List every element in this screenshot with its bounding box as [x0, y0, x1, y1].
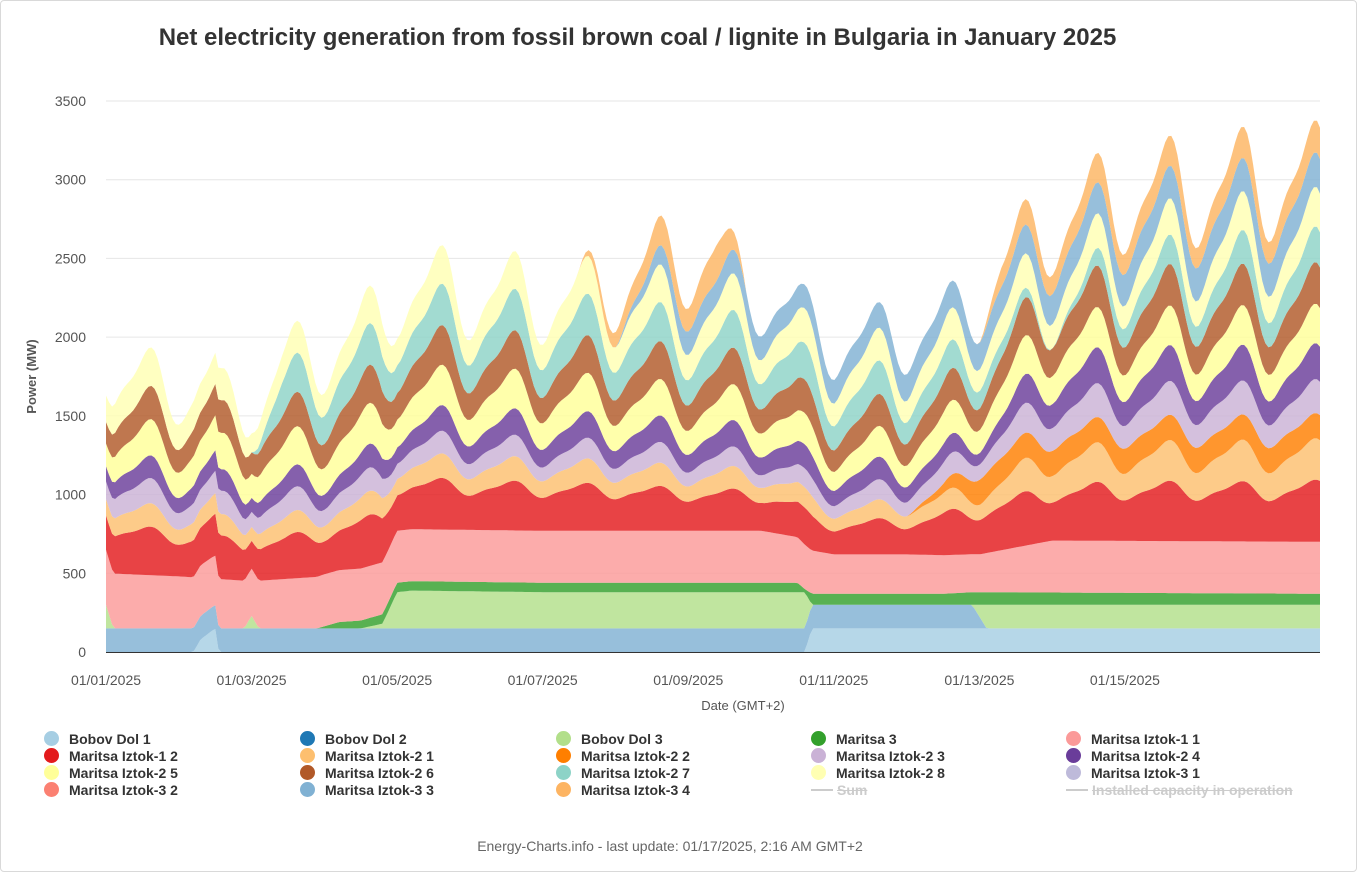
y-tick-label: 500 [63, 565, 87, 581]
legend-label: Maritsa Iztok-2 6 [325, 764, 434, 781]
footer-credit: Energy-Charts.info - last update: 01/17/… [477, 838, 863, 854]
legend-label: Maritsa Iztok-3 4 [581, 781, 690, 798]
legend-marker-dot [556, 731, 571, 746]
legend-label: Maritsa Iztok-3 2 [69, 781, 178, 798]
legend-label: Installed capacity in operation [1092, 781, 1293, 798]
legend-marker-dot [300, 731, 315, 746]
legend-label: Maritsa Iztok-2 7 [581, 764, 690, 781]
legend-item-maritsa-iztok-3-4[interactable]: Maritsa Iztok-3 4 [556, 781, 690, 798]
y-tick-label: 1000 [55, 487, 86, 503]
legend-marker-line [1066, 788, 1088, 791]
area-series-maritsa-iztok-2-2[interactable] [106, 413, 1320, 535]
legend-marker-dot [1066, 731, 1081, 746]
legend-label: Sum [837, 781, 868, 798]
x-tick-label: 01/11/2025 [799, 672, 868, 688]
area-series-maritsa-iztok-2-8[interactable] [106, 187, 1320, 458]
legend-item-maritsa-iztok-1-1[interactable]: Maritsa Iztok-1 1 [1066, 730, 1200, 747]
legend-item-bobov-dol-2[interactable]: Bobov Dol 2 [300, 730, 407, 747]
legend-marker-dot [300, 765, 315, 780]
y-tick-label: 2000 [55, 329, 86, 345]
area-series-maritsa-iztok-2-1[interactable] [106, 438, 1320, 550]
legend-item-maritsa-iztok-3-1[interactable]: Maritsa Iztok-3 1 [1066, 764, 1200, 781]
legend-item-maritsa-iztok-3-2[interactable]: Maritsa Iztok-3 2 [44, 781, 178, 798]
legend-marker-dot [1066, 748, 1081, 763]
legend-item-maritsa-iztok-2-1[interactable]: Maritsa Iztok-2 1 [300, 747, 434, 764]
legend-marker-dot [300, 748, 315, 763]
area-series-bobov-dol-3[interactable] [106, 590, 1320, 629]
legend-item-bobov-dol-1[interactable]: Bobov Dol 1 [44, 730, 151, 747]
legend-item-maritsa-iztok-2-8[interactable]: Maritsa Iztok-2 8 [811, 764, 945, 781]
legend-item-maritsa-iztok-2-4[interactable]: Maritsa Iztok-2 4 [1066, 747, 1200, 764]
y-axis-ticks: 0 500 1000 1500 2000 2500 3000 3500 [55, 93, 86, 660]
x-tick-label: 01/01/2025 [71, 672, 141, 688]
legend-label: Maritsa Iztok-3 3 [325, 781, 434, 798]
legend-marker-dot [44, 731, 59, 746]
legend-item-sum[interactable]: Sum [811, 781, 867, 798]
y-tick-label: 2500 [55, 250, 86, 266]
legend-item-maritsa-iztok-3-3[interactable]: Maritsa Iztok-3 3 [300, 781, 434, 798]
legend-item-maritsa-3[interactable]: Maritsa 3 [811, 730, 897, 747]
area-series-maritsa-iztok-3-4[interactable] [106, 120, 1320, 438]
x-axis-title: Date (GMT+2) [701, 698, 784, 713]
stacked-areas [106, 120, 1320, 652]
x-tick-label: 01/13/2025 [944, 672, 1014, 688]
area-series-maritsa-iztok-3-3[interactable] [106, 152, 1320, 438]
legend-item-maritsa-iztok-2-7[interactable]: Maritsa Iztok-2 7 [556, 764, 690, 781]
legend-label: Maritsa Iztok-2 1 [325, 747, 434, 764]
legend-label: Bobov Dol 1 [69, 730, 151, 747]
legend-marker-dot [556, 782, 571, 797]
y-tick-label: 1500 [55, 408, 86, 424]
area-series-maritsa-iztok-1-1[interactable] [106, 529, 1320, 629]
x-tick-label: 01/07/2025 [508, 672, 578, 688]
legend-marker-dot [811, 765, 826, 780]
legend-marker-dot [556, 765, 571, 780]
area-series-maritsa-iztok-2-3[interactable] [106, 379, 1320, 535]
legend-item-maritsa-iztok-2-2[interactable]: Maritsa Iztok-2 2 [556, 747, 690, 764]
legend-label: Maritsa Iztok-2 5 [69, 764, 178, 781]
legend-marker-dot [1066, 765, 1081, 780]
legend-label: Maritsa Iztok-3 1 [1091, 764, 1200, 781]
legend-marker-line [811, 788, 833, 791]
area-series-maritsa-iztok-1-2[interactable] [106, 478, 1320, 581]
legend-label: Maritsa 3 [836, 730, 897, 747]
y-tick-label: 3000 [55, 172, 86, 188]
legend-label: Bobov Dol 3 [581, 730, 663, 747]
chart-title: Net electricity generation from fossil b… [158, 24, 1117, 51]
area-series-maritsa-iztok-2-5[interactable] [106, 304, 1320, 505]
legend-marker-dot [811, 748, 826, 763]
legend-item-maritsa-iztok-2-5[interactable]: Maritsa Iztok-2 5 [44, 764, 178, 781]
legend-marker-dot [44, 765, 59, 780]
legend-item-maritsa-iztok-2-6[interactable]: Maritsa Iztok-2 6 [300, 764, 434, 781]
legend-marker-dot [44, 748, 59, 763]
y-axis-title: Power (MW) [24, 339, 39, 413]
legend-label: Maritsa Iztok-2 3 [836, 747, 945, 764]
legend-marker-dot [556, 748, 571, 763]
legend-item-bobov-dol-3[interactable]: Bobov Dol 3 [556, 730, 663, 747]
legend-marker-dot [300, 782, 315, 797]
legend-label: Bobov Dol 2 [325, 730, 407, 747]
y-tick-label: 3500 [55, 93, 86, 109]
x-tick-label: 01/15/2025 [1090, 672, 1160, 688]
area-series-maritsa-3[interactable] [106, 581, 1320, 629]
legend-label: Maritsa Iztok-2 2 [581, 747, 690, 764]
legend-label: Maritsa Iztok-1 2 [69, 747, 178, 764]
y-tick-label: 0 [78, 644, 86, 660]
x-tick-label: 01/05/2025 [362, 672, 432, 688]
area-series-bobov-dol-1[interactable] [106, 628, 1320, 652]
x-axis-ticks: 01/01/2025 01/03/2025 01/05/2025 01/07/2025… [71, 672, 1160, 688]
legend-marker-dot [44, 782, 59, 797]
legend-marker-dot [811, 731, 826, 746]
legend-label: Maritsa Iztok-2 4 [1091, 747, 1200, 764]
legend-item-maritsa-iztok-2-3[interactable]: Maritsa Iztok-2 3 [811, 747, 945, 764]
legend-label: Maritsa Iztok-2 8 [836, 764, 945, 781]
legend-item-maritsa-iztok-1-2[interactable]: Maritsa Iztok-1 2 [44, 747, 178, 764]
x-tick-label: 01/03/2025 [217, 672, 287, 688]
legend-item-installed-capacity-in-operation[interactable]: Installed capacity in operation [1066, 781, 1293, 798]
area-series-maritsa-iztok-2-7[interactable] [106, 226, 1320, 458]
x-tick-label: 01/09/2025 [653, 672, 723, 688]
legend-label: Maritsa Iztok-1 1 [1091, 730, 1200, 747]
